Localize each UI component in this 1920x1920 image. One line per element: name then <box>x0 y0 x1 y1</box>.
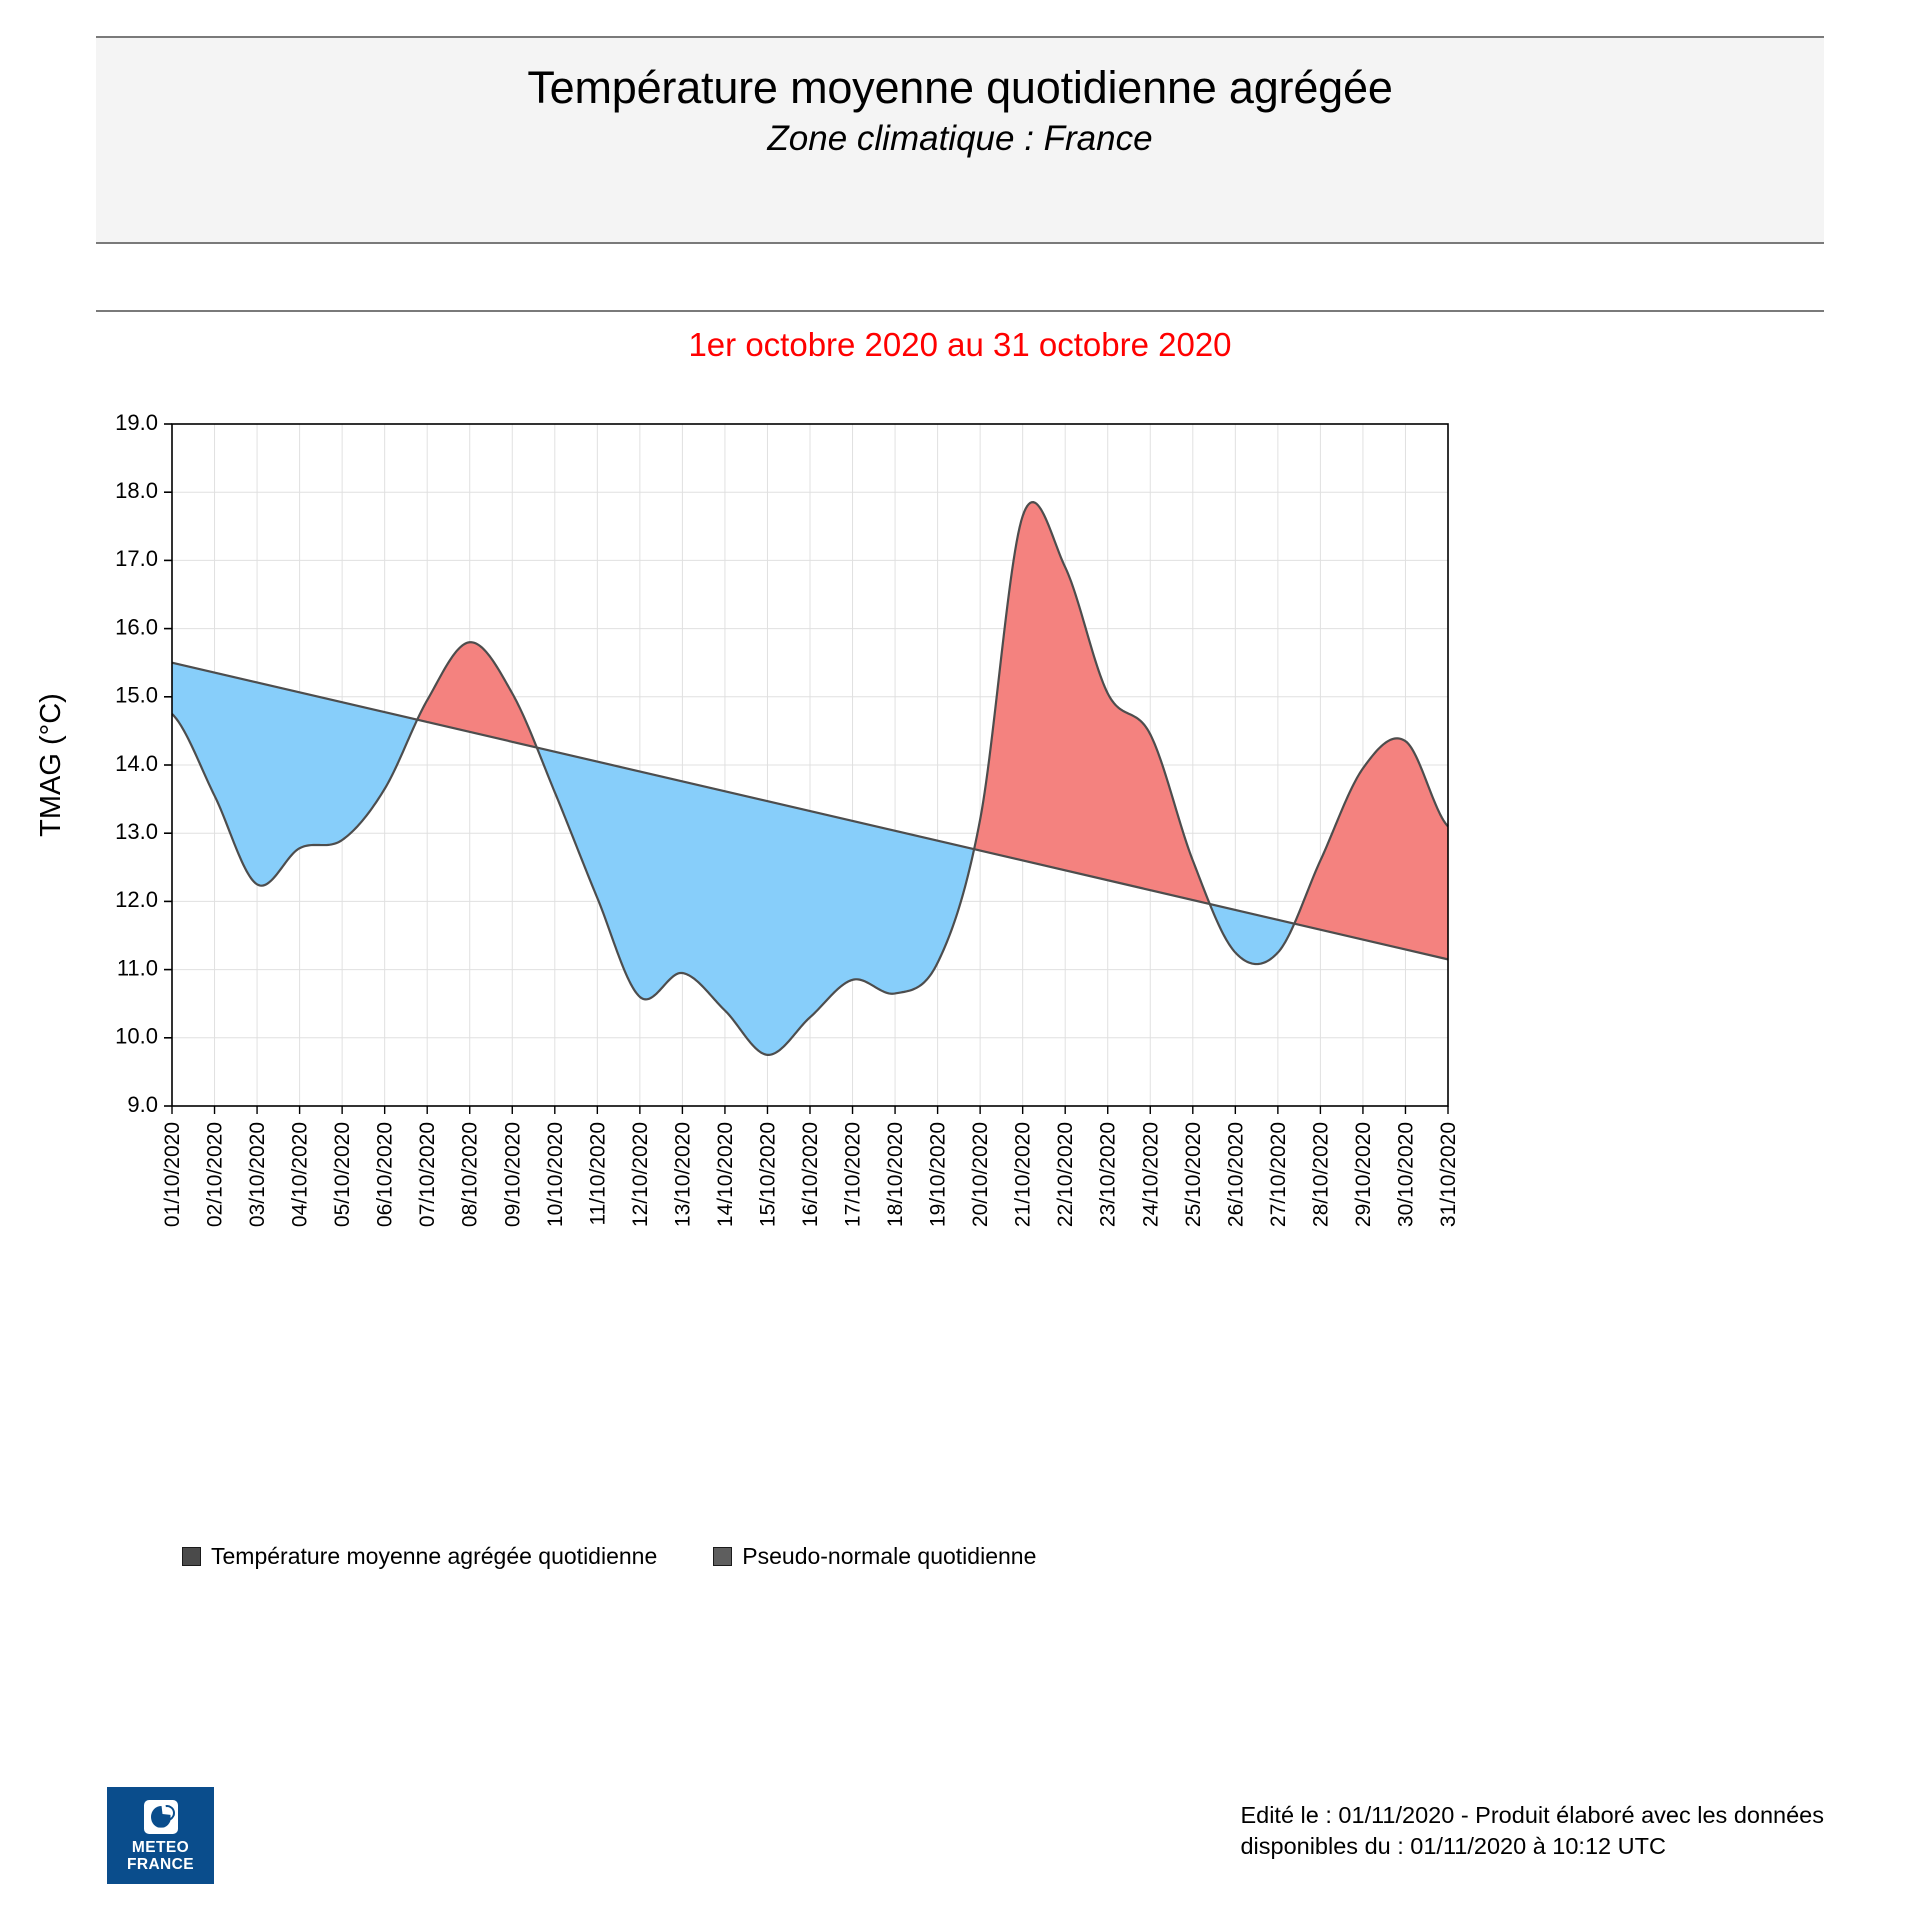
x-tick-label: 16/10/2020 <box>799 1122 822 1227</box>
x-tick-label: 10/10/2020 <box>544 1122 567 1227</box>
x-tick-label: 29/10/2020 <box>1352 1122 1375 1227</box>
x-tick-label: 25/10/2020 <box>1182 1122 1205 1227</box>
x-tick-label: 09/10/2020 <box>501 1122 524 1227</box>
x-tick-label: 06/10/2020 <box>374 1122 397 1227</box>
y-tick-label: 11.0 <box>117 955 158 980</box>
legend-item-series: Température moyenne agrégée quotidienne <box>182 1543 657 1570</box>
meteo-france-swirl-icon <box>143 1799 178 1834</box>
page-subtitle: Zone climatique : France <box>767 118 1153 158</box>
x-tick-label: 12/10/2020 <box>629 1122 652 1227</box>
x-tick-label: 03/10/2020 <box>246 1122 269 1227</box>
legend-label-normal: Pseudo-normale quotidienne <box>742 1543 1037 1569</box>
y-tick-label: 10.0 <box>115 1024 158 1049</box>
x-tick-label: 30/10/2020 <box>1394 1122 1417 1227</box>
x-tick-label: 05/10/2020 <box>331 1122 354 1227</box>
above-normal-area <box>974 502 1210 904</box>
x-tick-label: 07/10/2020 <box>416 1122 439 1227</box>
area-fills <box>172 502 1448 1055</box>
above-normal-area <box>1294 738 1448 960</box>
x-tick-label: 02/10/2020 <box>204 1122 227 1227</box>
y-tick-label: 15.0 <box>115 683 158 708</box>
x-tick-label: 11/10/2020 <box>586 1122 609 1226</box>
x-tick-label: 08/10/2020 <box>459 1122 482 1227</box>
x-tick-label: 28/10/2020 <box>1309 1122 1332 1227</box>
x-tick-label: 22/10/2020 <box>1054 1122 1077 1227</box>
observed-temperature-line <box>171 501 1449 1056</box>
x-tick-label: 04/10/2020 <box>289 1122 312 1227</box>
y-tick-label: 9.0 <box>127 1092 158 1117</box>
x-tick-label: 13/10/2020 <box>671 1122 694 1227</box>
temperature-area-chart: 9.0 10.0 11.0 12.0 13.0 14.0 15.0 16.0 17.0 18.0 1… <box>35 410 1460 1227</box>
y-tick-label: 17.0 <box>115 546 158 571</box>
period-label: 1er octobre 2020 au 31 octobre 2020 <box>688 326 1232 363</box>
y-tick-label: 13.0 <box>115 819 158 844</box>
x-tick-label: 18/10/2020 <box>884 1122 907 1227</box>
x-tick-label: 19/10/2020 <box>927 1122 950 1227</box>
footer-note: Edité le : 01/11/2020 - Produit élaboré … <box>1240 1800 1824 1863</box>
y-tick-label: 16.0 <box>115 614 158 639</box>
meteo-france-logo: METEO FRANCE <box>107 1787 214 1884</box>
below-normal-area <box>536 747 975 1055</box>
legend-swatch-icon <box>182 1547 201 1566</box>
legend-swatch-icon <box>713 1547 733 1566</box>
logo-line-1: METEO <box>131 1838 190 1856</box>
x-tick-label: 21/10/2020 <box>1012 1122 1035 1227</box>
footer-line-1: Edité le : 01/11/2020 - Produit élaboré … <box>1240 1802 1824 1828</box>
x-tick-label: 26/10/2020 <box>1224 1122 1247 1227</box>
pseudo-normal-line <box>171 661 1449 961</box>
y-tick-label: 12.0 <box>115 887 158 912</box>
x-tick-label: 24/10/2020 <box>1139 1122 1162 1227</box>
above-normal-area <box>417 642 537 748</box>
below-normal-area <box>172 662 418 886</box>
x-tick-label: 27/10/2020 <box>1267 1122 1290 1227</box>
x-tick-label: 20/10/2020 <box>969 1122 992 1227</box>
chart-legend: Température moyenne agrégée quotidienne … <box>182 1543 1036 1570</box>
y-axis-ticks: 9.0 10.0 11.0 12.0 13.0 14.0 15.0 16.0 17.0 18.0 1… <box>115 410 172 1117</box>
legend-item-normal: Pseudo-normale quotidienne <box>713 1543 1036 1570</box>
page-title: Température moyenne quotidienne agrégée <box>527 62 1393 113</box>
header-band: Température moyenne quotidienne agrégée … <box>96 36 1824 244</box>
logo-line-2: FRANCE <box>127 1856 194 1873</box>
x-axis-ticks: 01/10/2020 02/10/2020 03/10/2020 04/10/2020… <box>161 1106 1460 1227</box>
x-tick-label: 17/10/2020 <box>842 1122 865 1227</box>
chart-area: 9.0 10.0 11.0 12.0 13.0 14.0 15.0 16.0 17.0 18.0 1… <box>0 390 1920 1510</box>
x-tick-label: 31/10/2020 <box>1437 1122 1460 1227</box>
period-band: 1er octobre 2020 au 31 octobre 2020 <box>96 310 1824 368</box>
y-tick-label: 18.0 <box>115 478 158 503</box>
legend-label-series: Température moyenne agrégée quotidienne <box>211 1543 658 1569</box>
x-tick-label: 14/10/2020 <box>714 1122 737 1227</box>
footer-line-2: disponibles du : 01/11/2020 à 10:12 UTC <box>1240 1833 1666 1860</box>
y-tick-label: 14.0 <box>115 751 158 776</box>
y-axis-title: TMAG (°C) <box>35 693 67 837</box>
logo-text: METEO FRANCE <box>127 1839 194 1874</box>
y-tick-label: 19.0 <box>115 410 158 435</box>
x-tick-label: 23/10/2020 <box>1097 1122 1120 1227</box>
x-tick-label: 01/10/2020 <box>161 1122 184 1227</box>
x-tick-label: 15/10/2020 <box>756 1122 779 1227</box>
